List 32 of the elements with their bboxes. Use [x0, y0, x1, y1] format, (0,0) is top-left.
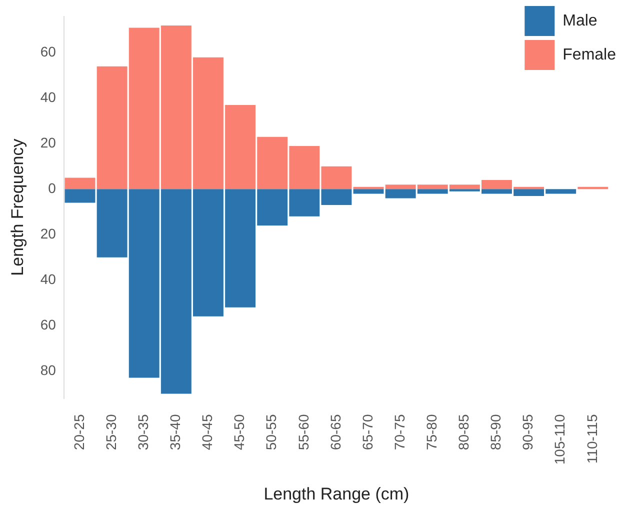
x-tick-label: 60-65	[327, 414, 344, 450]
x-axis-title: Length Range (cm)	[264, 484, 410, 504]
x-tick-label: 75-80	[423, 414, 440, 450]
y-tick-label: 20	[40, 225, 56, 242]
y-axis-title: Length Frequency	[8, 138, 27, 276]
bar	[64, 189, 96, 203]
x-tick-label: 80-85	[456, 414, 472, 450]
y-tick-label: 80	[40, 362, 56, 378]
x-tick-label: 105-110	[552, 414, 568, 465]
x-tick-label: 35-40	[167, 414, 184, 450]
legend-label: Male	[562, 12, 598, 30]
bar	[353, 189, 384, 194]
bar	[64, 178, 96, 190]
x-tick-label: 30-35	[134, 414, 151, 450]
x-tick-label: 110-115	[584, 414, 600, 464]
y-tick-label: 40	[40, 270, 56, 287]
x-tick-label: 45-50	[231, 414, 248, 450]
x-tick-label: 40-45	[199, 414, 216, 450]
y-tick-label: 60	[40, 316, 56, 332]
x-tick-label: 55-60	[295, 414, 312, 450]
y-tick-label: 20	[40, 134, 56, 151]
x-tick-label: 25-30	[102, 414, 119, 450]
x-tick-label: 50-55	[263, 414, 280, 450]
y-tick-label: 40	[40, 89, 56, 106]
x-tick-label: 20-25	[70, 414, 87, 450]
x-tick-label: 85-90	[488, 414, 504, 450]
legend-label: Female	[562, 46, 616, 64]
y-tick-label: 0	[48, 180, 56, 196]
x-tick-label: 90-95	[520, 414, 536, 450]
x-tick-label: 65-70	[359, 414, 376, 450]
y-tick-label: 60	[40, 44, 56, 60]
x-tick-label: 70-75	[391, 414, 408, 450]
